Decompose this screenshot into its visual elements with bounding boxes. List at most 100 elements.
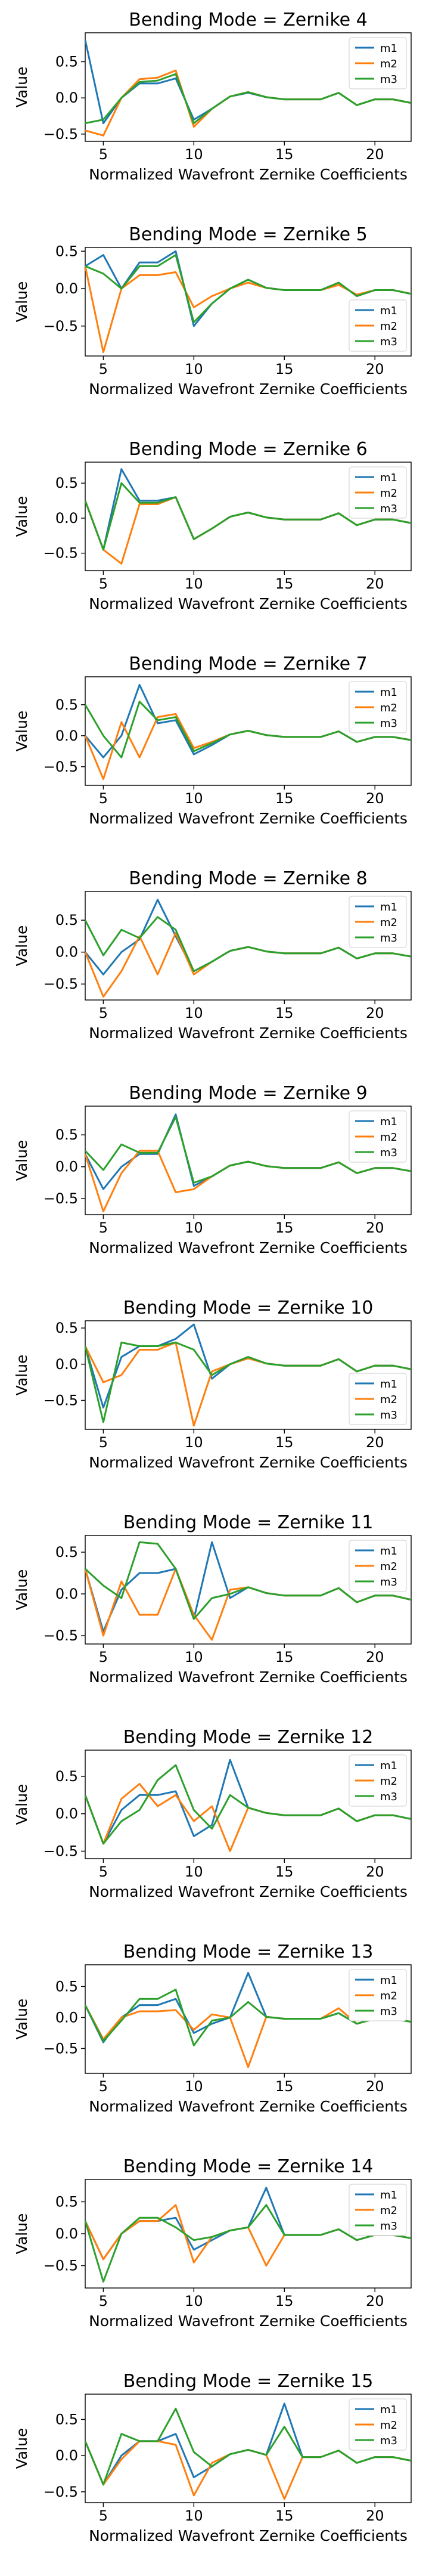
plot-frame bbox=[85, 891, 412, 1001]
x-tick-label: 20 bbox=[366, 2507, 384, 2524]
chart-panel: Bending Mode = Zernike 15 5 10 15 20 −0.5 0.0 0… bbox=[13, 2371, 412, 2544]
legend-label-m3: m3 bbox=[380, 932, 397, 945]
chart-panel: Bending Mode = Zernike 13 5 10 15 20 −0.5 0.0 0… bbox=[13, 1942, 412, 2115]
y-tick-label: −0.5 bbox=[43, 1627, 78, 1644]
x-tick-label: 15 bbox=[275, 790, 294, 807]
y-tick-label: 0.0 bbox=[55, 280, 78, 297]
y-axis-label: Value bbox=[13, 281, 30, 323]
legend-label-m3: m3 bbox=[380, 2005, 397, 2018]
legend-box bbox=[349, 2184, 407, 2236]
y-tick-label: 0.0 bbox=[55, 2447, 78, 2464]
plot-frame bbox=[85, 2394, 412, 2503]
y-tick-label: −0.5 bbox=[43, 2484, 78, 2500]
series-line-m3 bbox=[85, 73, 411, 125]
x-tick-label: 15 bbox=[275, 1005, 294, 1021]
y-tick-label: 0.0 bbox=[55, 1806, 78, 1822]
x-tick-label: 10 bbox=[185, 146, 203, 163]
y-tick-label: −0.5 bbox=[43, 758, 78, 775]
y-tick-label: 0.0 bbox=[55, 1159, 78, 1175]
legend: m1 m2 m3 bbox=[349, 896, 407, 948]
series-line-m3 bbox=[85, 2204, 411, 2283]
chart-panel: Bending Mode = Zernike 8 5 10 15 20 −0.5 0.0 0.… bbox=[13, 868, 412, 1042]
series-line-m3 bbox=[85, 1541, 411, 1620]
series-line-m3 bbox=[85, 1341, 411, 1423]
legend-box bbox=[349, 1969, 407, 2021]
legend-label-m2: m2 bbox=[380, 320, 397, 333]
legend-label-m2: m2 bbox=[380, 2419, 397, 2432]
y-axis-label: Value bbox=[13, 2428, 30, 2469]
y-axis-label: Value bbox=[13, 711, 30, 752]
x-tick-label: 15 bbox=[275, 1434, 294, 1451]
chart-title: Bending Mode = Zernike 6 bbox=[129, 439, 368, 460]
y-tick-label: −0.5 bbox=[43, 1843, 78, 1859]
legend-box bbox=[349, 1540, 407, 1592]
y-tick-label: 0.5 bbox=[55, 696, 78, 713]
chart-panel: Bending Mode = Zernike 10 5 10 15 20 −0.5 0.0 0… bbox=[13, 1298, 412, 1471]
x-tick-label: 5 bbox=[99, 2293, 108, 2309]
x-axis-label: Normalized Wavefront Zernike Coefficient… bbox=[89, 810, 408, 827]
legend-label-m2: m2 bbox=[380, 702, 397, 714]
chart-panel: Bending Mode = Zernike 11 5 10 15 20 −0.5 0.0 0… bbox=[13, 1512, 412, 1686]
legend-label-m1: m1 bbox=[380, 1378, 397, 1391]
x-tick-label: 15 bbox=[275, 1649, 294, 1665]
x-axis-label: Normalized Wavefront Zernike Coefficient… bbox=[89, 1024, 408, 1042]
y-tick-label: 0.5 bbox=[55, 475, 78, 491]
legend-label-m3: m3 bbox=[380, 1576, 397, 1589]
x-tick-label: 20 bbox=[366, 1219, 384, 1236]
legend-label-m3: m3 bbox=[380, 2220, 397, 2233]
chart-title: Bending Mode = Zernike 11 bbox=[123, 1512, 374, 1533]
legend-label-m1: m1 bbox=[380, 1974, 397, 1987]
chart-title: Bending Mode = Zernike 13 bbox=[123, 1942, 374, 1962]
legend-label-m1: m1 bbox=[380, 1760, 397, 1772]
y-tick-label: 0.0 bbox=[55, 510, 78, 527]
legend-box bbox=[349, 1110, 407, 1163]
y-tick-label: 0.0 bbox=[55, 1586, 78, 1602]
y-tick-label: −0.5 bbox=[43, 318, 78, 335]
legend-label-m2: m2 bbox=[380, 1131, 397, 1144]
x-tick-label: 15 bbox=[275, 575, 294, 592]
y-tick-label: 0.5 bbox=[55, 1768, 78, 1785]
legend: m1 m2 m3 bbox=[349, 2184, 407, 2236]
x-tick-label: 10 bbox=[185, 1649, 203, 1665]
legend-box bbox=[349, 37, 407, 89]
legend-label-m3: m3 bbox=[380, 503, 397, 515]
series-line-m2 bbox=[85, 266, 411, 354]
y-tick-label: 0.5 bbox=[55, 1978, 78, 1995]
x-tick-label: 20 bbox=[366, 1863, 384, 1880]
legend: m1 m2 m3 bbox=[349, 1110, 407, 1163]
y-axis-label: Value bbox=[13, 2213, 30, 2255]
legend-label-m1: m1 bbox=[380, 2189, 397, 2202]
series-line-m3 bbox=[85, 701, 411, 758]
plot-frame bbox=[85, 1750, 412, 1859]
x-axis-label: Normalized Wavefront Zernike Coefficient… bbox=[89, 2098, 408, 2115]
legend: m1 m2 m3 bbox=[349, 1373, 407, 1425]
legend: m1 m2 m3 bbox=[349, 2398, 407, 2451]
x-axis-label: Normalized Wavefront Zernike Coefficient… bbox=[89, 1883, 408, 1900]
x-tick-label: 15 bbox=[275, 1219, 294, 1236]
legend-box bbox=[349, 1373, 407, 1425]
series-line-m3 bbox=[85, 2407, 411, 2486]
chart-title: Bending Mode = Zernike 12 bbox=[123, 1727, 374, 1748]
x-tick-label: 20 bbox=[366, 1649, 384, 1665]
legend-box bbox=[349, 1754, 407, 1807]
x-tick-label: 20 bbox=[366, 1005, 384, 1021]
series-line-m3 bbox=[85, 1764, 411, 1845]
legend-label-m1: m1 bbox=[380, 42, 397, 55]
y-tick-label: 0.5 bbox=[55, 1320, 78, 1336]
x-axis-label: Normalized Wavefront Zernike Coefficient… bbox=[89, 2312, 408, 2330]
legend-label-m3: m3 bbox=[380, 1791, 397, 1803]
x-tick-label: 15 bbox=[275, 2078, 294, 2095]
series-line-m3 bbox=[85, 482, 411, 551]
chart-panel: Bending Mode = Zernike 5 5 10 15 20 −0.5 0.0 0.… bbox=[13, 224, 412, 398]
y-tick-label: 0.5 bbox=[55, 243, 78, 259]
legend-label-m1: m1 bbox=[380, 305, 397, 317]
legend: m1 m2 m3 bbox=[349, 37, 407, 89]
plot-frame bbox=[85, 1535, 412, 1645]
chart-panel: Bending Mode = Zernike 4 5 10 15 20 −0.5 0.0 0.… bbox=[13, 10, 412, 183]
legend-label-m2: m2 bbox=[380, 58, 397, 70]
chart-title: Bending Mode = Zernike 4 bbox=[129, 10, 368, 30]
legend-label-m3: m3 bbox=[380, 73, 397, 86]
x-axis-label: Normalized Wavefront Zernike Coefficient… bbox=[89, 166, 408, 183]
chart-panel: Bending Mode = Zernike 14 5 10 15 20 −0.5 0.0 0… bbox=[13, 2156, 412, 2330]
chart-panel: Bending Mode = Zernike 12 5 10 15 20 −0.5 0.0 0… bbox=[13, 1727, 412, 1900]
